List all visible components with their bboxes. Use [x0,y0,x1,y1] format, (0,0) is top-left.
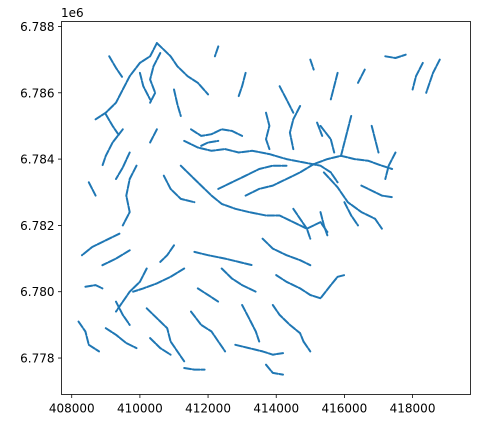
stream-line-25 [370,124,380,154]
stream-line-37 [132,267,186,293]
stream-line-63 [360,184,394,199]
plot-frame [61,21,471,395]
stream-line-30 [411,61,424,91]
stream-line-49 [84,284,104,290]
stream-line-34 [237,71,247,98]
stream-line-26 [322,171,383,230]
stream-line-62 [213,45,220,58]
stream-line-36 [101,249,131,267]
stream-line-27 [329,71,339,101]
stream-line-7 [121,164,138,227]
stream-line-61 [316,121,324,137]
stream-line-41 [292,207,312,240]
y-tick-label: 6.778 [20,352,54,366]
stream-line-60 [343,201,359,227]
stream-line-2 [155,42,210,96]
stream-line-39 [159,244,175,263]
stream-line-44 [196,287,220,303]
stream-line-54 [77,320,100,353]
y-tick-label: 6.782 [20,219,54,233]
stream-line-5 [138,71,152,101]
y-tick-label: 6.784 [20,153,54,167]
stream-line-6 [101,128,124,167]
stream-line-28 [309,58,315,71]
y-tick-label: 6.780 [20,285,54,299]
stream-line-52 [234,343,284,356]
stream-line-50 [145,307,186,363]
x-tick-label: 414000 [253,402,299,416]
stream-line-9 [104,113,121,137]
stream-line-43 [220,267,257,293]
stream-line-13 [183,139,339,184]
stream-line-14 [190,128,244,137]
stream-line-33 [357,68,366,84]
stream-line-4 [108,55,124,79]
stream-line-18 [217,164,288,190]
stream-line-47 [241,304,261,343]
stream-line-57 [183,367,206,371]
y-axis-offset-label: 1e6 [61,6,84,20]
stream-line-12 [149,128,158,144]
stream-line-51 [190,310,227,353]
stream-line-15 [200,139,220,147]
x-tick-label: 418000 [390,402,436,416]
stream-line-23 [319,124,336,154]
x-tick-label: 416000 [321,402,367,416]
stream-line-46 [271,304,305,343]
stream-line-40 [261,237,312,267]
stream-line-17 [162,174,196,204]
y-tick-label: 6.788 [20,20,54,34]
stream-line-10 [115,151,131,180]
x-tick-label: 412000 [185,402,231,416]
stream-line-59 [302,340,312,353]
x-tick-label: 410000 [117,402,163,416]
stream-line-11 [87,181,97,197]
stream-line-29 [384,151,397,180]
stream-line-55 [115,300,131,326]
stream-line-1 [94,42,158,121]
stream-line-19 [244,154,394,197]
stream-line-22 [278,85,295,114]
stream-line-42 [319,211,329,237]
stream-line-16 [179,164,329,233]
stream-line-31 [425,58,441,94]
stream-line-24 [340,115,353,157]
stream-line-38 [193,250,254,267]
x-tick-label: 408000 [49,402,95,416]
data-series-group [77,42,441,376]
y-tick-label: 6.786 [20,86,54,100]
stream-line-21 [288,105,302,151]
stream-line-8 [173,88,182,117]
stream-line-58 [265,363,284,376]
stream-line-32 [384,53,407,59]
stream-line-45 [275,274,346,300]
stream-line-56 [149,337,172,356]
stream-line-3 [149,52,162,104]
stream-line-35 [81,232,121,257]
stream-line-53 [104,327,138,350]
stream-line-48 [115,267,148,313]
y-axis-ticks: 6.778 6.780 6.782 6.784 6.786 6.788 [20,20,62,366]
stream-line-20 [265,111,271,151]
x-axis-ticks: 408000 410000 412000 414000 416000 418000 [49,394,436,416]
